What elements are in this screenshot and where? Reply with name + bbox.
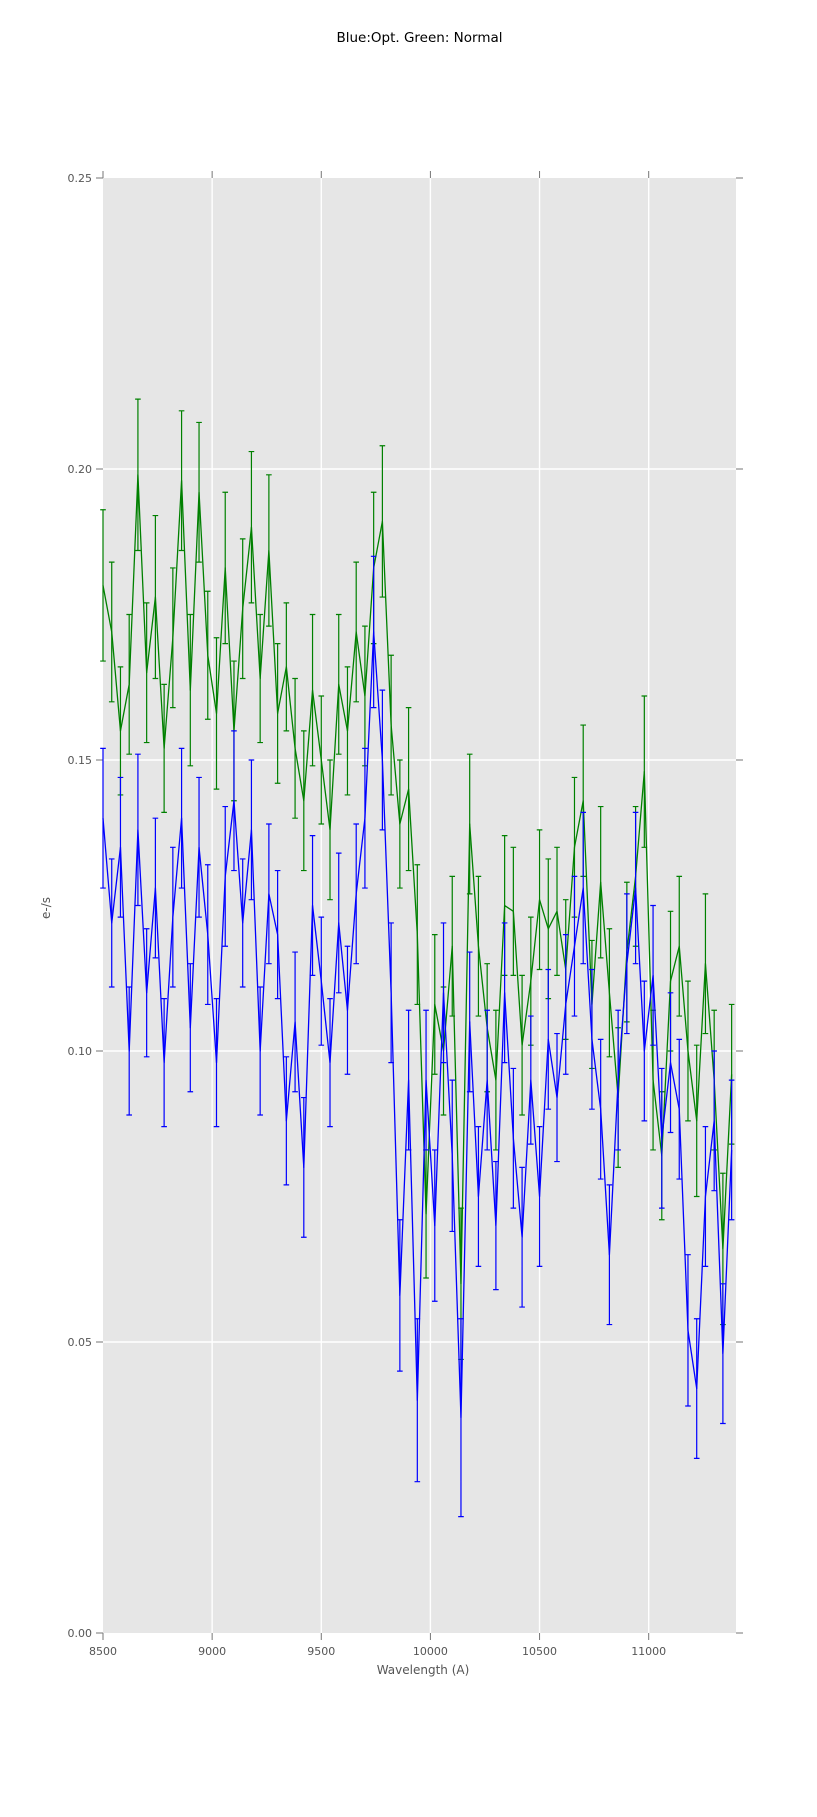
y-tick-label: 0.20 [68,463,93,476]
blue-series-line [102,631,733,1419]
x-tick-label: 10000 [413,1645,448,1658]
plot-area [103,178,736,1633]
y-tick-label: 0.05 [68,1336,93,1349]
x-tick-label: 9500 [307,1645,335,1658]
y-tick-label: 0.10 [68,1045,93,1058]
x-tick-label: 8500 [89,1645,117,1658]
x-tick-label: 9000 [198,1645,226,1658]
y-axis-label: e-/s [39,896,53,920]
y-tick-label: 0.25 [68,172,93,185]
x-axis-label: Wavelength (A) [376,1663,470,1677]
x-tick-label: 10500 [522,1645,557,1658]
x-tick-label: 11000 [631,1645,666,1658]
y-tick-label: 0.15 [68,754,93,767]
chart-title: Blue:Opt. Green: Normal [336,30,503,46]
y-tick-label: 0.00 [68,1627,93,1640]
